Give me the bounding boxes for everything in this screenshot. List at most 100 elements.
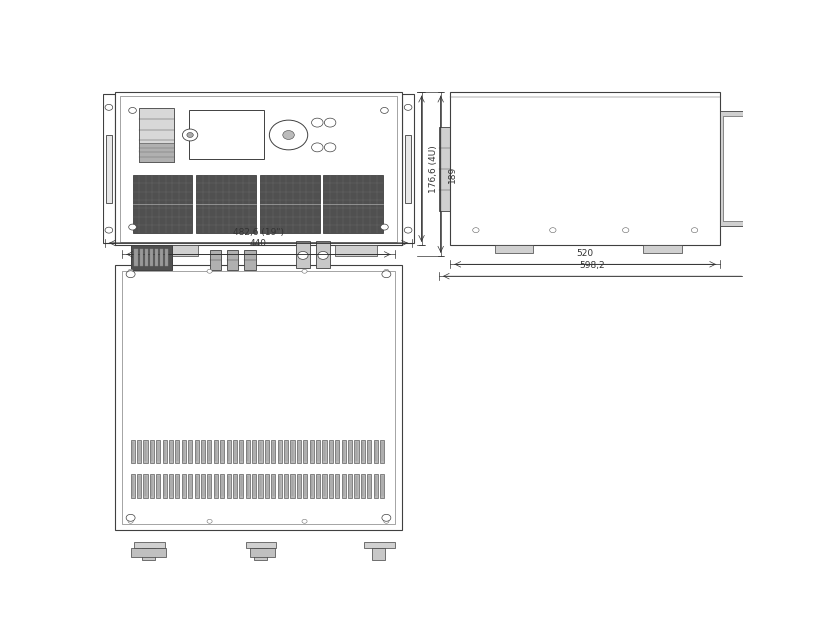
Bar bbox=[227, 250, 238, 270]
Bar bbox=[201, 440, 205, 464]
Bar bbox=[335, 246, 377, 257]
Bar bbox=[246, 475, 250, 498]
Circle shape bbox=[318, 251, 328, 259]
Circle shape bbox=[187, 132, 193, 138]
Circle shape bbox=[312, 118, 323, 127]
Bar bbox=[367, 440, 371, 464]
Bar bbox=[133, 175, 192, 233]
Circle shape bbox=[129, 107, 136, 113]
Circle shape bbox=[302, 520, 307, 523]
Bar bbox=[342, 475, 346, 498]
Bar bbox=[380, 475, 384, 498]
Circle shape bbox=[298, 251, 308, 259]
Bar bbox=[265, 475, 269, 498]
Bar bbox=[380, 440, 384, 464]
Bar bbox=[139, 108, 174, 161]
Bar bbox=[134, 249, 138, 266]
Text: 189: 189 bbox=[449, 166, 457, 183]
Bar bbox=[355, 475, 359, 498]
Bar bbox=[258, 440, 262, 464]
Bar bbox=[284, 440, 288, 464]
Bar bbox=[207, 440, 211, 464]
Bar bbox=[278, 440, 282, 464]
Bar bbox=[323, 440, 327, 464]
Bar bbox=[150, 249, 153, 266]
Bar bbox=[176, 440, 180, 464]
Circle shape bbox=[126, 514, 135, 521]
Circle shape bbox=[207, 269, 212, 273]
Bar bbox=[163, 475, 167, 498]
Bar bbox=[329, 475, 333, 498]
Bar bbox=[130, 475, 134, 498]
Bar bbox=[284, 475, 288, 498]
Circle shape bbox=[623, 228, 629, 233]
Text: 520: 520 bbox=[577, 249, 594, 258]
Circle shape bbox=[473, 228, 479, 233]
Circle shape bbox=[380, 224, 389, 230]
Circle shape bbox=[380, 107, 389, 113]
Bar bbox=[106, 135, 112, 203]
Bar bbox=[439, 127, 450, 211]
Circle shape bbox=[384, 269, 389, 273]
Bar bbox=[103, 95, 115, 243]
Bar bbox=[188, 475, 192, 498]
Bar bbox=[130, 246, 172, 270]
Bar bbox=[316, 440, 320, 464]
Bar bbox=[130, 548, 166, 557]
Bar bbox=[309, 475, 314, 498]
Bar bbox=[137, 475, 141, 498]
Bar bbox=[150, 475, 154, 498]
Bar bbox=[374, 475, 378, 498]
Bar bbox=[220, 475, 224, 498]
Circle shape bbox=[182, 129, 198, 141]
Bar bbox=[220, 440, 224, 464]
Bar bbox=[156, 440, 160, 464]
Bar bbox=[323, 475, 327, 498]
Bar bbox=[348, 475, 352, 498]
Bar bbox=[176, 475, 180, 498]
Bar bbox=[364, 541, 394, 548]
Bar bbox=[403, 95, 414, 243]
Bar bbox=[296, 240, 310, 267]
Bar bbox=[342, 440, 346, 464]
Bar bbox=[246, 440, 250, 464]
Circle shape bbox=[283, 131, 295, 140]
Circle shape bbox=[269, 120, 308, 150]
Bar bbox=[720, 111, 746, 226]
Bar bbox=[163, 440, 167, 464]
Bar bbox=[195, 440, 199, 464]
Bar bbox=[137, 440, 141, 464]
Bar bbox=[227, 475, 231, 498]
Bar bbox=[120, 96, 397, 242]
Bar bbox=[144, 440, 148, 464]
Bar bbox=[450, 92, 720, 246]
Bar bbox=[156, 246, 198, 257]
Bar bbox=[182, 440, 186, 464]
Circle shape bbox=[126, 271, 135, 278]
Circle shape bbox=[384, 520, 389, 523]
Bar bbox=[250, 548, 276, 557]
Bar bbox=[329, 440, 333, 464]
Bar bbox=[122, 271, 394, 524]
Bar bbox=[252, 475, 257, 498]
Bar bbox=[144, 249, 148, 266]
Bar bbox=[348, 440, 352, 464]
Circle shape bbox=[324, 143, 336, 152]
Circle shape bbox=[129, 224, 136, 230]
Circle shape bbox=[691, 228, 698, 233]
Text: 176,6 (4U): 176,6 (4U) bbox=[429, 145, 438, 193]
Bar bbox=[130, 440, 134, 464]
Circle shape bbox=[404, 104, 412, 111]
Circle shape bbox=[302, 269, 307, 273]
Circle shape bbox=[128, 269, 133, 273]
Bar bbox=[150, 440, 154, 464]
Circle shape bbox=[404, 227, 412, 233]
Text: 482,6 (19"): 482,6 (19") bbox=[233, 228, 284, 237]
Bar bbox=[144, 475, 148, 498]
Text: 598,2: 598,2 bbox=[579, 261, 605, 270]
Bar bbox=[239, 440, 243, 464]
Bar bbox=[165, 249, 168, 266]
Bar bbox=[355, 440, 359, 464]
Bar bbox=[271, 475, 276, 498]
Circle shape bbox=[549, 228, 556, 233]
